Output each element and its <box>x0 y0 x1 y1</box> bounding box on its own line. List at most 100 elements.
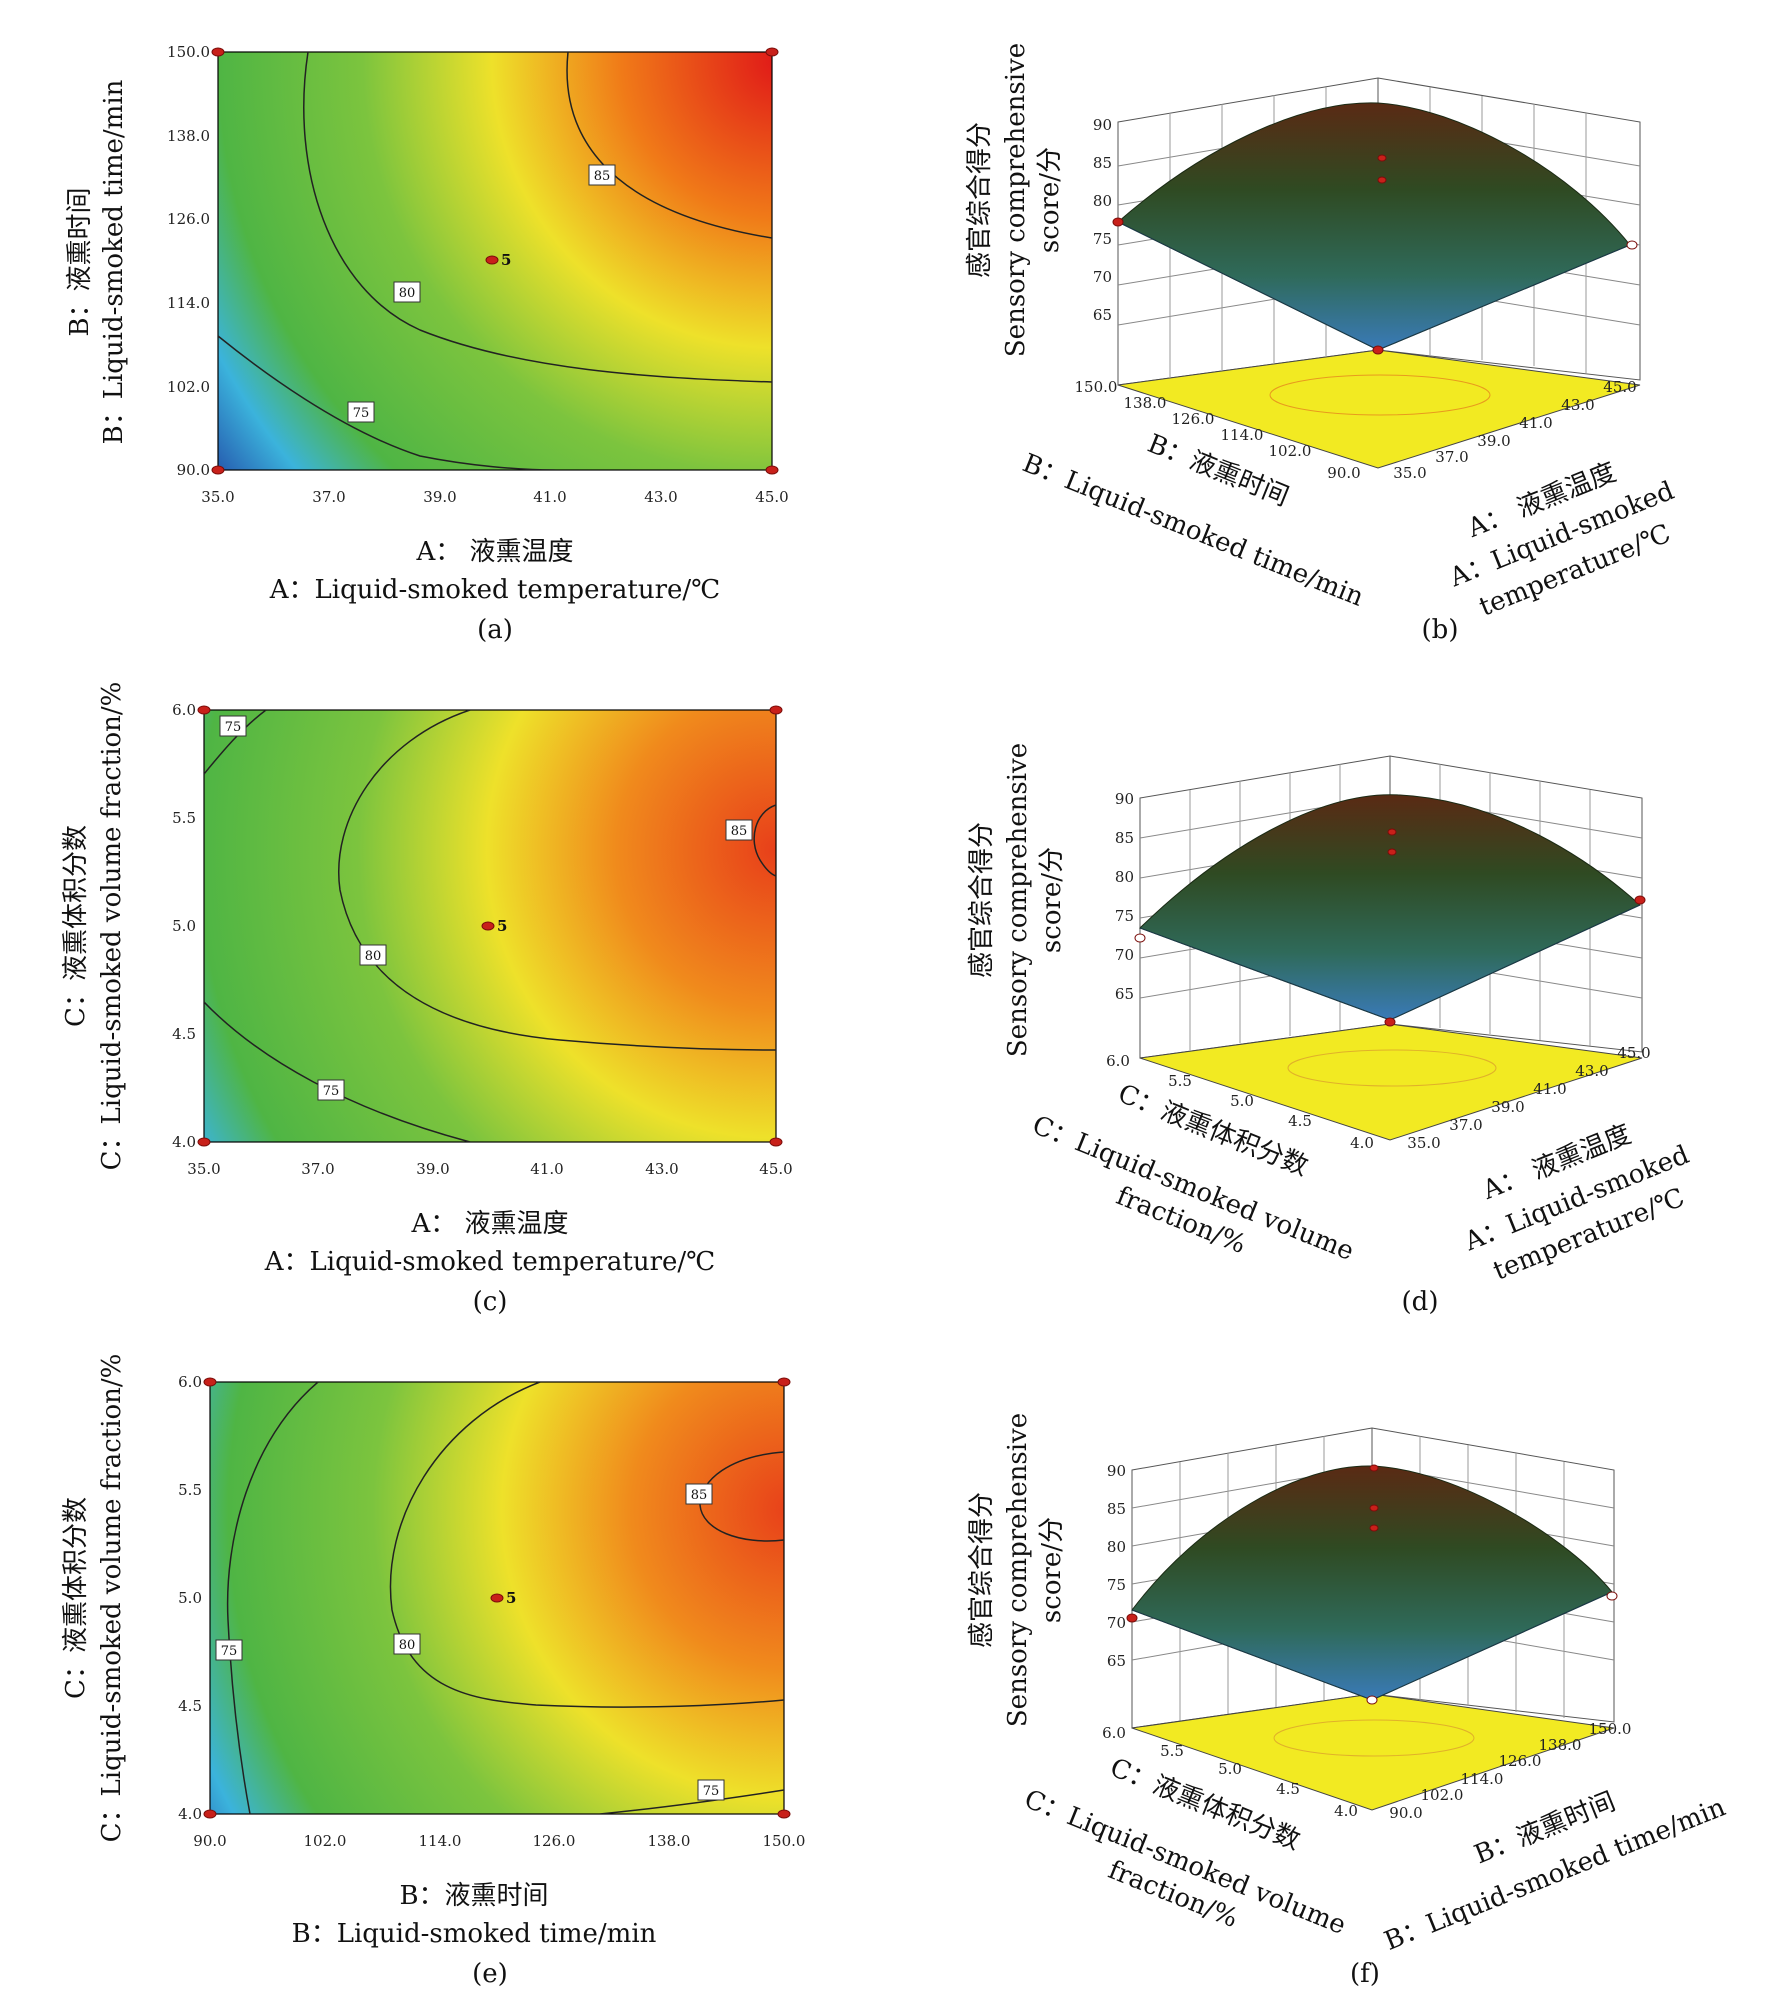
contour-line-85 <box>566 52 772 239</box>
y-axis-label-en: C：Liquid-smoked volume fraction/% <box>97 1354 127 1843</box>
x-axis-label-cn: A： 液熏温度 <box>410 1209 568 1239</box>
x-tick: 41.0 <box>533 488 566 506</box>
z-tick: 65 <box>1093 306 1112 324</box>
a-ticks-b: 35.0 37.0 39.0 41.0 43.0 45.0 <box>1393 378 1636 482</box>
y-axis-label-cn: B：液熏时间 <box>65 187 95 336</box>
x-axis-label-en: A：Liquid-smoked temperature/℃ <box>269 575 721 605</box>
axis-tick: 37.0 <box>1449 1116 1482 1134</box>
axis-tick: 4.5 <box>1276 1780 1300 1798</box>
axis-tick: 5.5 <box>1160 1742 1184 1760</box>
caption-d: (d) <box>1402 1287 1439 1317</box>
x-ticks-c: 35.0 37.0 39.0 41.0 43.0 45.0 <box>187 1160 792 1178</box>
x-tick: 45.0 <box>755 488 788 506</box>
z-tick: 65 <box>1115 985 1134 1003</box>
z-ticks-d: 90 85 80 75 70 65 <box>1115 790 1134 1003</box>
x-tick: 39.0 <box>423 488 456 506</box>
x-tick: 43.0 <box>644 488 677 506</box>
center-point-e: 5 <box>490 1589 516 1607</box>
c-ticks-f: 6.0 5.5 5.0 4.5 4.0 <box>1102 1724 1358 1820</box>
contour-label: 85 <box>731 824 748 839</box>
contour-line-85 <box>699 1451 784 1542</box>
z-tick: 75 <box>1115 907 1134 925</box>
axis-tick: 150.0 <box>1589 1720 1632 1738</box>
axis-tick: 6.0 <box>1102 1724 1126 1742</box>
x-tick: 43.0 <box>645 1160 678 1178</box>
axis-tick: 90.0 <box>1327 464 1360 482</box>
z-axis-label-cn: 感官综合得分 <box>967 822 997 978</box>
design-points-e <box>203 1377 791 1819</box>
y-tick: 138.0 <box>167 127 210 145</box>
z-tick: 90 <box>1115 790 1134 808</box>
y-axis-label-cn: C：液熏体积分数 <box>61 1497 91 1699</box>
contour-labels-c: 75 80 85 75 <box>219 715 753 1101</box>
axis-tick: 90.0 <box>1389 1804 1422 1822</box>
y-tick: 6.0 <box>172 701 196 719</box>
axis-tick: 5.0 <box>1230 1092 1254 1110</box>
z-ticks-b: 90 85 80 75 70 65 <box>1093 116 1112 324</box>
y-tick: 114.0 <box>167 294 210 312</box>
y-tick: 102.0 <box>167 378 210 396</box>
x-tick: 37.0 <box>301 1160 334 1178</box>
z-tick: 70 <box>1107 1614 1126 1632</box>
y-ticks-a: 90.0 102.0 114.0 126.0 138.0 150.0 <box>167 43 210 479</box>
z-tick: 65 <box>1107 1652 1126 1670</box>
x-tick: 39.0 <box>416 1160 449 1178</box>
panel-d-surface: 90 85 80 75 70 65 6.0 5.5 5.0 4.5 4.0 35… <box>967 743 1693 1317</box>
z-tick: 85 <box>1115 829 1134 847</box>
x-tick: 90.0 <box>193 1832 226 1850</box>
z-tick: 85 <box>1093 154 1112 172</box>
z-tick: 75 <box>1107 1576 1126 1594</box>
contour-line-75 <box>204 710 267 775</box>
axis-tick: 4.0 <box>1334 1802 1358 1820</box>
axis-tick: 45.0 <box>1603 378 1636 396</box>
x-axis-label-en: A：Liquid-smoked temperature/℃ <box>264 1247 716 1277</box>
z-tick: 90 <box>1093 116 1112 134</box>
design-points-c <box>197 705 783 1147</box>
b-ticks-b: 150.0 138.0 126.0 114.0 102.0 90.0 <box>1075 378 1361 482</box>
z-axis-label-en-2: score/分 <box>1037 1517 1067 1623</box>
z-axis-label-en: Sensory comprehensive <box>1001 43 1031 357</box>
x-tick: 41.0 <box>530 1160 563 1178</box>
contour-labels-e: 75 80 85 75 <box>215 1483 725 1801</box>
contour-line-85 <box>753 804 776 877</box>
contour-label: 80 <box>399 1638 416 1653</box>
panel-c-contour: 75 80 85 75 5 35.0 37.0 39.0 41.0 43.0 4… <box>61 682 793 1317</box>
x-ticks-e: 90.0 102.0 114.0 126.0 138.0 150.0 <box>193 1832 805 1850</box>
floor-plane <box>1117 349 1641 469</box>
center-point-label: 5 <box>497 917 507 935</box>
x-tick: 126.0 <box>533 1832 576 1850</box>
axis-tick: 126.0 <box>1172 410 1215 428</box>
x-tick: 102.0 <box>304 1832 347 1850</box>
axis-tick: 6.0 <box>1106 1052 1130 1070</box>
z-axis-label-en-2: score/分 <box>1037 847 1067 953</box>
axis-tick: 41.0 <box>1519 414 1552 432</box>
y-ticks-c: 4.0 4.5 5.0 5.5 6.0 <box>172 701 196 1151</box>
response-surface <box>1131 1465 1613 1701</box>
x-tick: 114.0 <box>419 1832 462 1850</box>
y-tick: 4.5 <box>172 1025 196 1043</box>
y-tick: 4.0 <box>172 1133 196 1151</box>
x-axis-label-en: B：Liquid-smoked time/min <box>292 1919 657 1949</box>
contour-line-75 <box>226 1382 319 1814</box>
axis-tick: 41.0 <box>1533 1080 1566 1098</box>
contour-label: 85 <box>594 169 611 184</box>
a-ticks-d: 35.0 37.0 39.0 41.0 43.0 45.0 <box>1407 1044 1650 1152</box>
contour-line-80 <box>389 1382 784 1708</box>
contour-label: 75 <box>221 1644 238 1659</box>
axis-tick: 114.0 <box>1221 426 1264 444</box>
y-tick: 5.5 <box>178 1481 202 1499</box>
contour-label: 75 <box>703 1784 720 1799</box>
contour-label: 75 <box>225 720 242 735</box>
x-tick: 150.0 <box>763 1832 806 1850</box>
axis-tick: 39.0 <box>1477 432 1510 450</box>
x-tick: 37.0 <box>312 488 345 506</box>
caption-a: (a) <box>477 615 513 645</box>
center-point-label: 5 <box>506 1589 516 1607</box>
contour-labels-a: 85 80 75 <box>347 164 616 423</box>
y-tick: 5.0 <box>178 1589 202 1607</box>
axis-tick: 138.0 <box>1124 394 1167 412</box>
axis-tick: 4.5 <box>1288 1112 1312 1130</box>
y-tick: 4.0 <box>178 1805 202 1823</box>
axis-tick: 114.0 <box>1461 1770 1504 1788</box>
axis-tick: 102.0 <box>1269 442 1312 460</box>
